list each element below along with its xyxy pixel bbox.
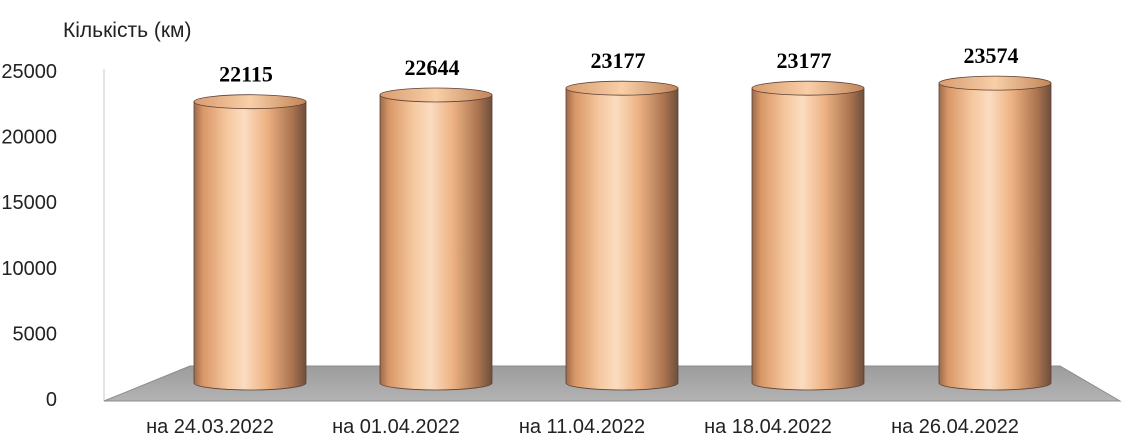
y-tick-label: 15000 [1, 192, 57, 214]
data-label: 23177 [591, 48, 646, 73]
data-labels: 22115 22644 23177 23177 23574 [219, 43, 1018, 87]
bar-body [751, 87, 865, 391]
data-label: 22115 [219, 62, 273, 87]
bar [379, 87, 493, 391]
bar [938, 75, 1052, 391]
bar-top [193, 94, 307, 110]
x-tick-label: на 11.04.2022 [519, 416, 645, 438]
y-tick-label: 20000 [1, 127, 57, 149]
bar [193, 94, 307, 391]
bar-body [379, 94, 493, 391]
data-label: 23177 [777, 48, 832, 73]
data-label: 22644 [405, 55, 460, 80]
y-tick-labels: 0 5000 10000 15000 20000 25000 [1, 61, 57, 411]
bar-top [751, 80, 865, 96]
y-tick-label: 10000 [1, 258, 57, 280]
bar [565, 80, 679, 391]
bar-top [938, 75, 1052, 91]
bar-body [193, 101, 307, 391]
data-label: 23574 [964, 43, 1019, 68]
x-tick-label: на 26.04.2022 [891, 416, 1019, 438]
y-tick-label: 25000 [1, 61, 57, 83]
bar-body [938, 82, 1052, 391]
x-tick-labels: на 24.03.2022 на 01.04.2022 на 11.04.2022 н… [146, 416, 1019, 438]
y-tick-label: 5000 [13, 323, 58, 345]
x-tick-label: на 18.04.2022 [704, 416, 832, 438]
y-tick-label: 0 [46, 389, 57, 411]
bar-top [565, 80, 679, 96]
y-axis-title: Кількість (км) [63, 19, 191, 42]
x-tick-label: на 01.04.2022 [332, 416, 460, 438]
bar-top [379, 87, 493, 103]
bars [193, 75, 1052, 391]
x-tick-label: на 24.03.2022 [146, 416, 274, 438]
bar [751, 80, 865, 391]
bar-body [565, 87, 679, 391]
